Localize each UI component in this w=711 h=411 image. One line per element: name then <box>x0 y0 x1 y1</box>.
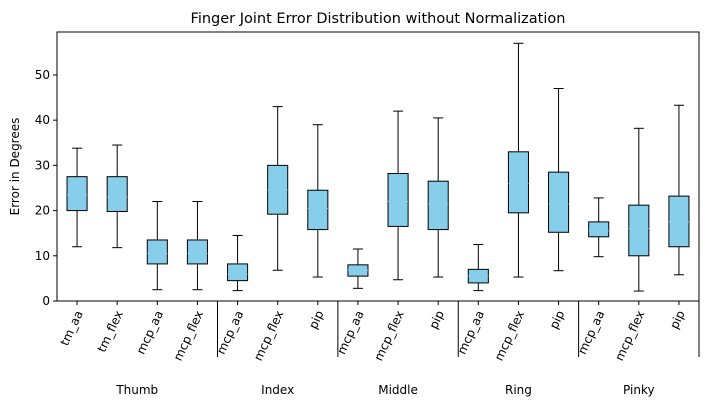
x-tick-label: pip <box>667 308 688 331</box>
x-tick-label: mcp_aa <box>575 308 607 356</box>
x-tick-label: tm_flex <box>95 308 126 354</box>
box-index-mcp_aa <box>227 263 249 282</box>
y-tick-label: 50 <box>35 68 50 82</box>
x-tick-label: mcp_aa <box>455 308 487 356</box>
x-tick-label: mcp_flex <box>171 308 206 363</box>
box-pinky-mcp_flex <box>628 204 650 257</box>
y-tick-label: 10 <box>35 249 50 263</box>
x-tick-label: mcp_aa <box>334 308 366 356</box>
box-thumb-tm_aa <box>66 176 88 212</box>
x-tick-label: pip <box>426 308 447 331</box>
x-tick-label: mcp_flex <box>612 308 647 363</box>
y-tick-label: 40 <box>35 113 50 127</box>
x-tick-label: pip <box>306 308 327 331</box>
group-label-ring: Ring <box>505 383 532 397</box>
y-tick-label: 30 <box>35 158 50 172</box>
y-axis-label: Error in Degrees <box>8 118 22 216</box>
box-index-pip <box>307 189 329 231</box>
y-tick-label: 0 <box>42 294 50 308</box>
x-tick-label: mcp_flex <box>492 308 527 363</box>
x-tick-label: mcp_flex <box>371 308 406 363</box>
y-tick-label: 20 <box>35 204 50 218</box>
box-thumb-mcp_aa <box>146 239 168 265</box>
box-ring-mcp_flex <box>507 151 529 214</box>
box-thumb-mcp_flex <box>186 239 208 265</box>
x-tick-label: mcp_flex <box>251 308 286 363</box>
chart-title: Finger Joint Error Distribution without … <box>191 11 566 27</box>
plot-frame <box>56 31 700 302</box>
x-tick-label: pip <box>547 308 568 331</box>
group-label-pinky: Pinky <box>623 383 655 397</box>
x-tick-label: mcp_aa <box>134 308 166 356</box>
box-ring-pip <box>548 171 570 233</box>
box-middle-mcp_flex <box>387 173 409 227</box>
x-tick-label: mcp_aa <box>214 308 246 356</box>
group-label-thumb: Thumb <box>115 383 158 397</box>
x-tick-label: tm_aa <box>57 308 85 348</box>
box-middle-pip <box>427 180 449 231</box>
box-pinky-mcp_aa <box>588 221 610 238</box>
group-label-index: Index <box>261 383 294 397</box>
group-label-middle: Middle <box>378 383 418 397</box>
box-thumb-tm_flex <box>106 176 128 212</box>
